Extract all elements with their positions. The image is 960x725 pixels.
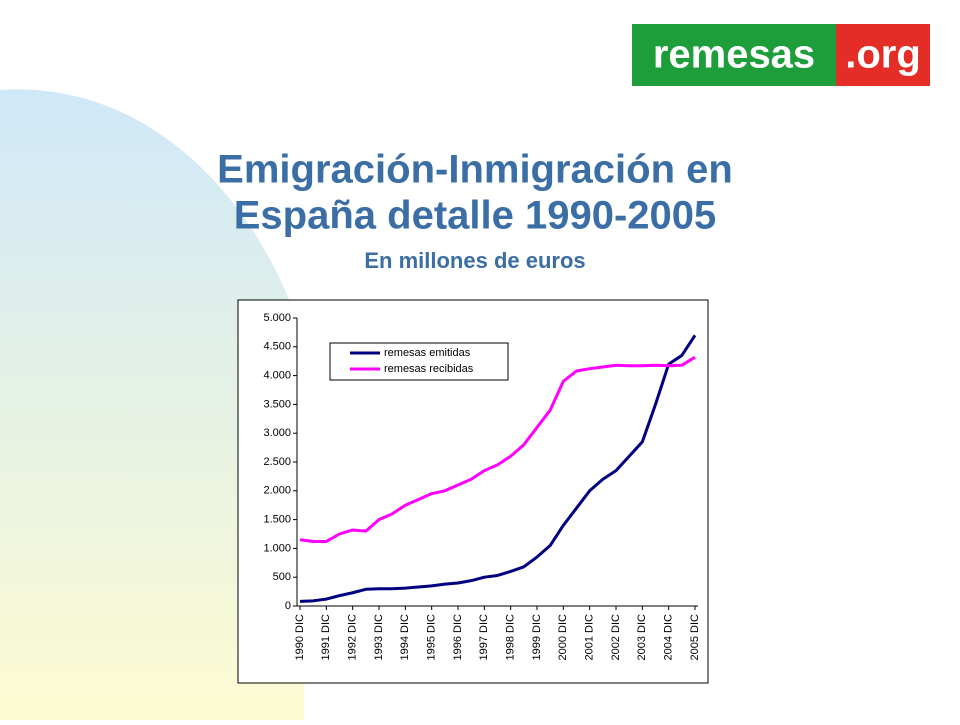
subtitle: En millones de euros	[364, 248, 585, 273]
line-series	[299, 355, 696, 543]
title: España detalle 1990-2005	[234, 194, 717, 238]
logo-right-box	[836, 24, 930, 86]
x-tick-label: 2000 DIC	[557, 614, 569, 661]
decor-shape	[0, 89, 304, 720]
y-tick-label: 4.000	[263, 370, 291, 382]
x-tick-label: 1994 DIC	[399, 614, 411, 661]
logo-left-box	[632, 24, 836, 86]
y-tick-label: 4.500	[263, 341, 291, 353]
legend-box	[329, 342, 509, 381]
x-tick-label: 2004 DIC	[663, 614, 675, 661]
x-tick-label: 1998 DIC	[505, 614, 517, 661]
x-tick-label: 2003 DIC	[636, 614, 648, 661]
x-tick-label: 2001 DIC	[584, 614, 596, 661]
title: Emigración-Inmigración en	[217, 148, 733, 192]
y-tick-label: 2.000	[263, 485, 291, 497]
y-tick-label: 5.000	[263, 312, 291, 324]
x-tick-label: 2002 DIC	[610, 614, 622, 661]
legend-label: remesas emitidas	[384, 347, 471, 359]
y-tick-label: 1.000	[263, 542, 291, 554]
y-tick-label: 500	[273, 571, 291, 583]
y-tick-label: 3.500	[263, 398, 291, 410]
x-tick-label: 1995 DIC	[426, 614, 438, 661]
y-tick-label: 3.000	[263, 427, 291, 439]
x-tick-label: 2005 DIC	[689, 614, 701, 661]
y-tick-label: 0	[285, 600, 291, 612]
y-tick-label: 1.500	[263, 514, 291, 526]
logo-text: .org	[845, 33, 921, 77]
x-tick-label: 1992 DIC	[347, 614, 359, 661]
y-tick-label: 2.500	[263, 456, 291, 468]
logo-text: remesas	[653, 33, 815, 77]
legend-label: remesas recibidas	[384, 363, 474, 375]
x-tick-label: 1999 DIC	[531, 614, 543, 661]
x-tick-label: 1993 DIC	[373, 614, 385, 661]
x-tick-label: 1990 DIC	[294, 614, 306, 661]
x-tick-label: 1996 DIC	[452, 614, 464, 661]
line-series	[299, 334, 697, 603]
x-tick-label: 1997 DIC	[478, 614, 490, 661]
x-tick-label: 1991 DIC	[320, 614, 332, 661]
